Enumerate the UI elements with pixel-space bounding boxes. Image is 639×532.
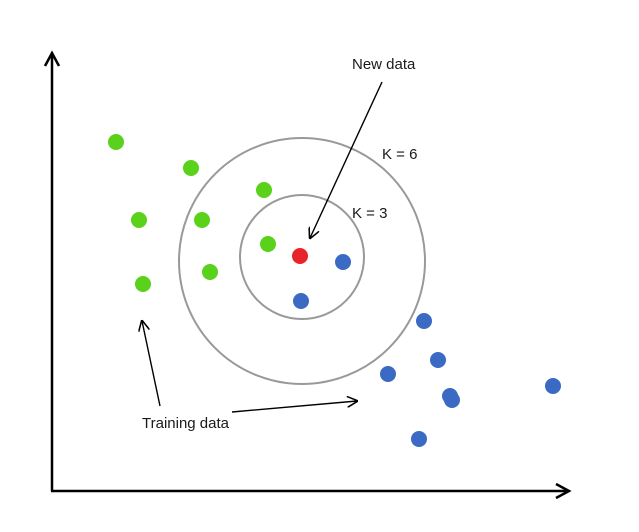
k6-label: K = 6 (382, 146, 417, 163)
class-a-point (135, 276, 151, 292)
new-data-arrow (310, 81, 383, 238)
x-axis-arrowhead (555, 482, 572, 500)
class-a-point (194, 212, 210, 228)
class-b-point (545, 378, 561, 394)
class-b-point (416, 313, 432, 329)
y-axis-arrowhead (43, 50, 61, 67)
new-data-point (292, 248, 308, 264)
class-a-point (108, 134, 124, 150)
training-data-arrow-right (231, 401, 357, 413)
class-a-points (108, 134, 276, 292)
k6-circle (178, 137, 426, 385)
class-a-point (256, 182, 272, 198)
training-data-label: Training data (142, 415, 230, 432)
class-b-point (380, 366, 396, 382)
class-b-point (430, 352, 446, 368)
class-b-point (335, 254, 351, 270)
class-a-point (260, 236, 276, 252)
class-b-points (293, 254, 561, 447)
class-b-point (411, 431, 427, 447)
class-a-point (202, 264, 218, 280)
class-b-point (293, 293, 309, 309)
class-a-point (131, 212, 147, 228)
training-data-arrow-up (142, 321, 161, 407)
new-data-label: New data (352, 56, 416, 73)
k3-label: K = 3 (352, 205, 387, 222)
axes (43, 50, 572, 500)
class-b-point (444, 392, 460, 408)
k3-circle (239, 194, 365, 320)
class-a-point (183, 160, 199, 176)
